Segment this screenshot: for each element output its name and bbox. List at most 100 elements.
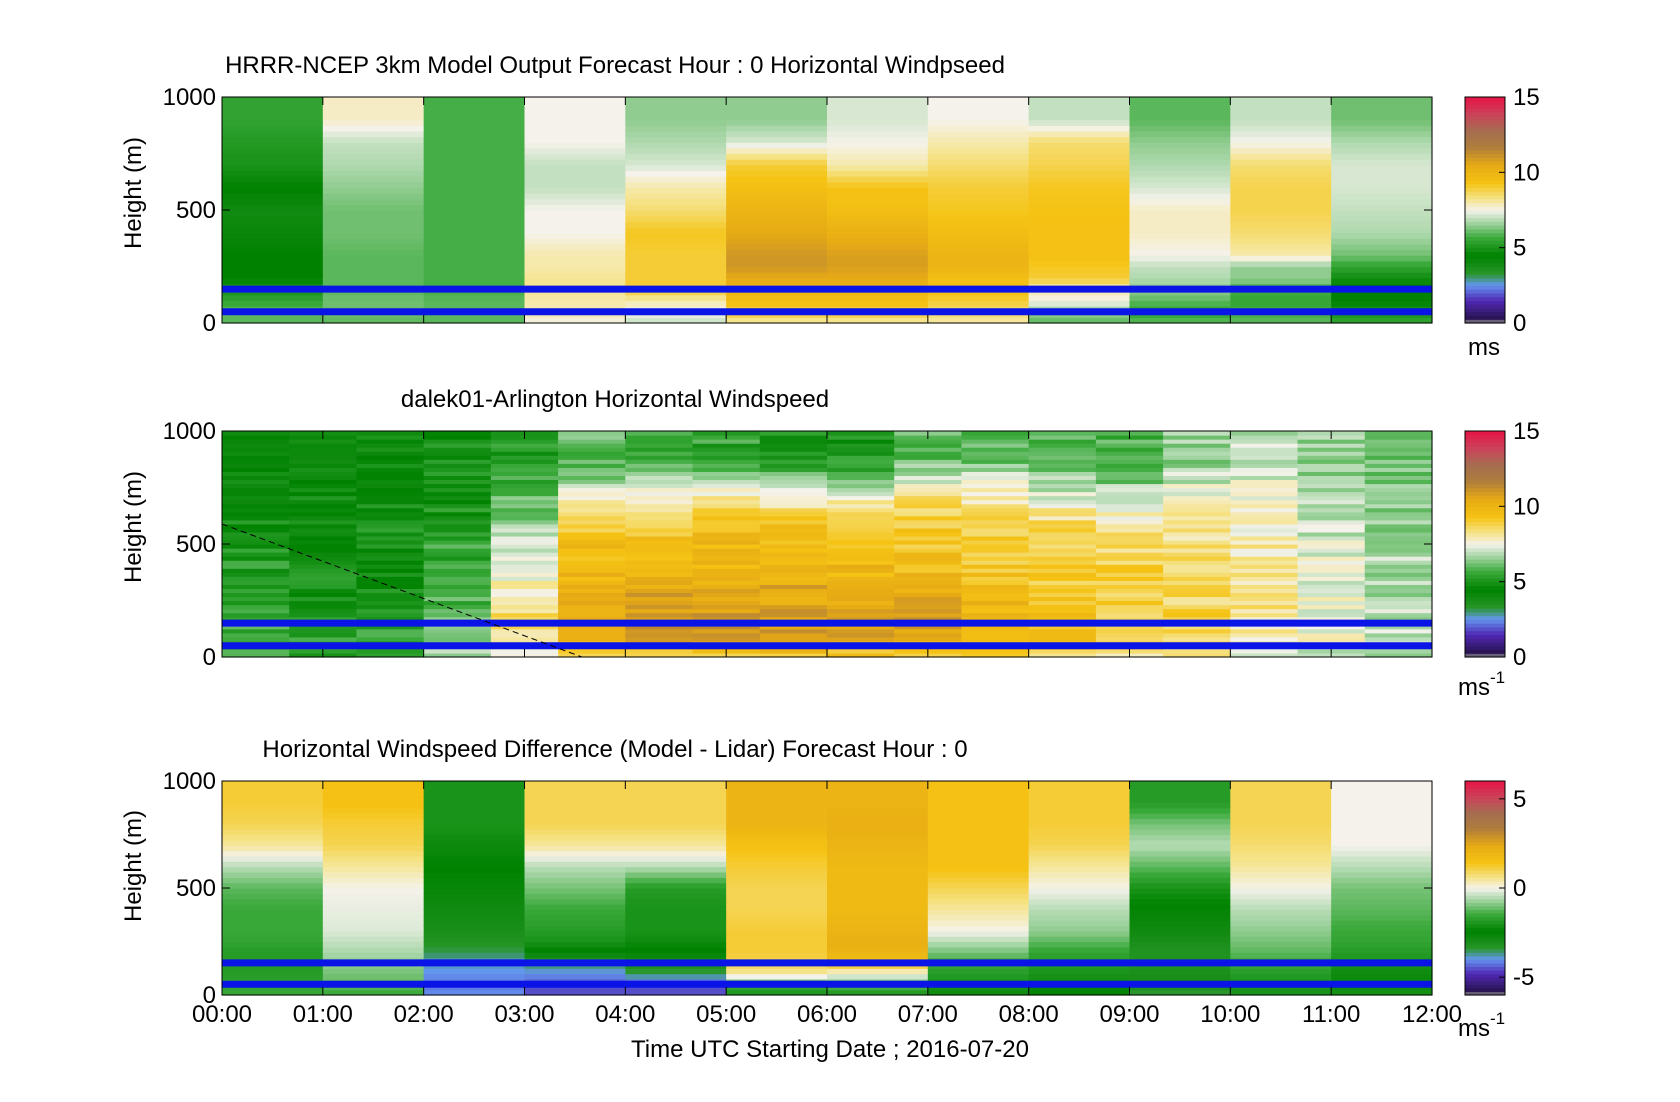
heatmap-cell bbox=[558, 556, 626, 561]
heatmap-cell bbox=[1028, 946, 1131, 953]
x-tick-label: 04:00 bbox=[595, 1001, 655, 1028]
heatmap-cell bbox=[827, 511, 895, 517]
colorbar-segment bbox=[1465, 980, 1505, 985]
heatmap-cell bbox=[759, 471, 828, 476]
heatmap-cell bbox=[1129, 946, 1231, 953]
colorbar-segment bbox=[1465, 638, 1505, 643]
heatmap-cell bbox=[1364, 471, 1433, 476]
heatmap-cell bbox=[726, 181, 828, 188]
heatmap-cell bbox=[625, 596, 694, 602]
heatmap-cell bbox=[289, 523, 358, 529]
heatmap-cell bbox=[524, 904, 626, 910]
heatmap-cell bbox=[692, 568, 761, 573]
heatmap-cell bbox=[1297, 479, 1366, 485]
heatmap-cell bbox=[759, 596, 828, 602]
heatmap-cell bbox=[423, 823, 526, 830]
heatmap-cell bbox=[827, 479, 895, 485]
heatmap-cell bbox=[1129, 147, 1231, 155]
heatmap-cell bbox=[927, 936, 1030, 943]
heatmap-cell bbox=[1028, 839, 1131, 846]
heatmap-cell bbox=[322, 882, 425, 889]
heatmap-cell bbox=[289, 455, 358, 460]
colorbar-segment bbox=[1465, 210, 1505, 215]
heatmap-cell bbox=[1095, 568, 1164, 573]
colorbar-segment bbox=[1465, 945, 1505, 950]
heatmap-cell bbox=[1364, 483, 1433, 489]
heatmap-cell bbox=[726, 243, 828, 251]
heatmap-cell bbox=[289, 527, 358, 533]
heatmap-cell bbox=[1095, 604, 1164, 610]
heatmap-cell bbox=[1297, 568, 1366, 573]
heatmap-cell bbox=[490, 523, 559, 529]
heatmap-cell bbox=[625, 898, 727, 905]
heatmap-cell bbox=[322, 142, 425, 149]
heatmap-cell bbox=[1297, 527, 1366, 533]
heatmap-cell bbox=[692, 471, 761, 476]
heatmap-cell bbox=[1129, 936, 1231, 943]
heatmap-cell bbox=[625, 451, 694, 456]
heatmap-cell bbox=[927, 845, 1030, 852]
heatmap-cell bbox=[961, 564, 1030, 569]
heatmap-cell bbox=[927, 164, 1030, 172]
colorbar-segment bbox=[1465, 179, 1505, 185]
heatmap-cell bbox=[625, 215, 727, 222]
heatmap-cell bbox=[423, 495, 492, 501]
heatmap-cell bbox=[222, 580, 290, 585]
heatmap-column bbox=[726, 781, 828, 996]
heatmap-cell bbox=[1028, 580, 1097, 585]
heatmap-cell bbox=[356, 544, 425, 549]
heatmap-cell bbox=[827, 455, 895, 460]
heatmap-cell bbox=[1095, 499, 1164, 505]
heatmap-cell bbox=[524, 300, 626, 307]
heatmap-cell bbox=[1331, 818, 1433, 825]
heatmap-cell bbox=[1163, 455, 1231, 460]
heatmap-cell bbox=[1129, 845, 1231, 852]
colorbar-segment bbox=[1465, 123, 1505, 128]
heatmap-cell bbox=[222, 636, 290, 642]
heatmap-cell bbox=[423, 119, 526, 126]
heatmap-cell bbox=[961, 592, 1030, 598]
heatmap-cell bbox=[726, 781, 828, 787]
heatmap-cell bbox=[1129, 260, 1231, 268]
heatmap-cell bbox=[1028, 102, 1131, 109]
heatmap-column bbox=[827, 431, 895, 658]
heatmap-cell bbox=[1095, 596, 1164, 602]
heatmap-cell bbox=[1095, 572, 1164, 577]
heatmap-cell bbox=[423, 232, 526, 239]
heatmap-cell bbox=[625, 807, 727, 814]
heatmap-cell bbox=[322, 119, 425, 126]
heatmap-cell bbox=[356, 592, 425, 598]
heatmap-cell bbox=[1331, 877, 1433, 884]
heatmap-cell bbox=[1129, 861, 1231, 868]
heatmap-cell bbox=[1297, 604, 1366, 610]
colorbar-segment bbox=[1465, 626, 1505, 632]
heatmap-cell bbox=[1364, 648, 1433, 654]
heatmap-cell bbox=[726, 904, 828, 910]
heatmap-cell bbox=[222, 877, 324, 884]
heatmap-cell bbox=[222, 556, 290, 561]
colorbar-segment bbox=[1465, 905, 1505, 910]
heatmap-cell bbox=[222, 866, 324, 873]
heatmap-cell bbox=[759, 479, 828, 485]
heatmap-cell bbox=[1129, 941, 1231, 948]
heatmap-cell bbox=[558, 527, 626, 533]
heatmap-cell bbox=[961, 652, 1030, 658]
heatmap-cell bbox=[927, 839, 1030, 846]
heatmap-cell bbox=[524, 136, 626, 143]
heatmap-cell bbox=[289, 588, 358, 594]
heatmap-cell bbox=[894, 471, 963, 476]
heatmap-cell bbox=[625, 648, 694, 654]
heatmap-cell bbox=[558, 535, 626, 541]
heatmap-cell bbox=[423, 108, 526, 115]
heatmap-cell bbox=[423, 451, 492, 456]
colorbar-segment bbox=[1465, 895, 1505, 900]
heatmap-cell bbox=[927, 181, 1030, 188]
heatmap-cell bbox=[1163, 592, 1231, 598]
x-tick-label: 11:00 bbox=[1302, 1001, 1360, 1028]
colorbar-segment bbox=[1465, 153, 1505, 158]
heatmap-cell bbox=[1028, 608, 1097, 614]
heatmap-cell bbox=[961, 463, 1030, 468]
heatmap-cell bbox=[356, 471, 425, 476]
heatmap-cell bbox=[1230, 781, 1332, 787]
heatmap-cell bbox=[726, 898, 828, 905]
